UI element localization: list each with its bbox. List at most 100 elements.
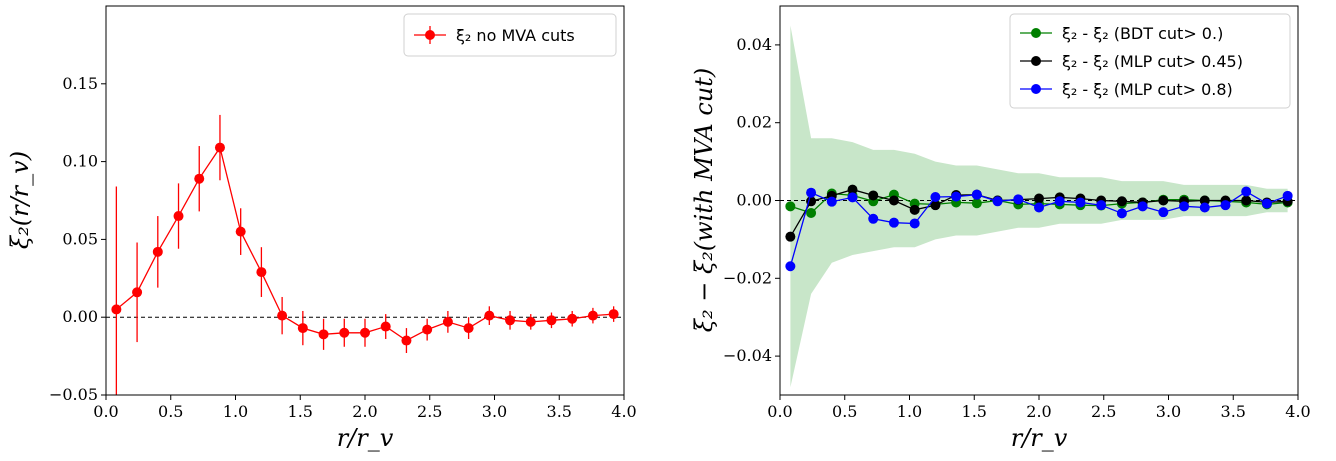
data-point [505,315,516,326]
y-tick-label: 0.10 [62,152,98,171]
legend-marker [425,30,435,40]
data-point [1096,200,1107,211]
data-point [256,267,267,278]
x-tick-label: 1.0 [223,402,248,421]
x-tick-label: 3.5 [1221,402,1246,421]
data-point [525,316,536,327]
data-point [1034,193,1044,204]
data-point [1241,195,1252,206]
data-point [1241,186,1252,197]
y-tick-label: 0.15 [62,74,98,93]
data-point [1199,202,1210,213]
data-point [930,191,941,202]
data-point [380,321,391,332]
data-point [1282,190,1293,201]
data-point [401,335,412,346]
y-tick-label: 0.04 [736,35,772,54]
y-tick-label: 0.00 [736,191,772,210]
x-axis-label: r/r_v [1011,424,1068,452]
series-3 [785,186,1293,272]
x-tick-label: 1.5 [288,402,313,421]
data-point [235,226,246,237]
data-point [442,316,453,327]
data-point [1220,200,1231,211]
data-point [567,313,578,324]
data-point [971,198,982,209]
data-point [1075,197,1086,208]
data-point [194,173,205,184]
x-tick-label: 2.5 [1091,402,1116,421]
legend: ξ₂ no MVA cuts [403,13,617,57]
data-point [422,324,433,335]
x-tick-label: 2.0 [1026,402,1051,421]
y-axis-label: ξ₂(r/r_v) [6,151,34,249]
data-point [339,327,350,338]
x-tick-label: 4.0 [611,402,636,421]
data-point [608,309,619,320]
data-point [951,191,962,202]
data-point [806,187,817,198]
legend: ξ₂ - ξ₂ (BDT cut> 0.) ξ₂ - ξ₂ (MLP cut> 0… [1009,13,1291,109]
data-point [826,196,837,207]
x-axis-label: r/r_v [337,424,394,452]
data-point [297,323,308,334]
data-point [1261,198,1272,209]
data-point [888,217,899,228]
x-tick-label: 3.5 [547,402,572,421]
data-point [868,213,879,224]
data-point [214,142,225,153]
legend-box [403,13,617,57]
legend-label: ξ₂ - ξ₂ (BDT cut> 0.) [1062,24,1223,43]
series-1 [111,114,619,395]
x-tick-label: 0.0 [767,402,792,421]
data-point [930,200,941,211]
x-tick-label: 3.0 [1156,402,1181,421]
data-point [484,310,495,321]
x-tick-label: 4.0 [1285,402,1310,421]
data-point [847,192,858,203]
data-point [868,190,879,201]
data-point [277,310,288,321]
data-point [847,184,858,195]
data-point [546,315,557,326]
data-point [785,231,796,242]
legend-box [1009,13,1291,109]
data-point [1116,208,1127,219]
legend-marker [1031,84,1041,94]
data-point [1179,201,1190,212]
data-point [173,211,184,222]
data-point [1054,196,1065,207]
x-tick-label: 2.5 [417,402,442,421]
data-point [463,323,474,334]
data-point [587,310,598,321]
data-point [909,204,920,215]
chart-panel-1: 0.0 0.5 1.0 1.5 2.0 2.5 3.0 3.5 4.0 −0.05 0.00 0.05… [6,5,637,452]
legend-marker [1031,56,1041,66]
x-tick-label: 1.0 [897,402,922,421]
data-point [1034,202,1044,213]
data-point [806,207,817,218]
data-point [992,196,1003,207]
legend-label: ξ₂ - ξ₂ (MLP cut> 0.8) [1062,80,1233,99]
x-tick-label: 0.5 [158,402,183,421]
x-tick-label: 3.0 [482,402,507,421]
legend-label: ξ₂ - ξ₂ (MLP cut> 0.45) [1062,52,1243,71]
data-point [360,327,370,338]
legend-label: ξ₂ no MVA cuts [456,26,575,45]
y-tick-label: −0.04 [723,346,772,365]
y-tick-label: 0.02 [736,113,772,132]
x-tick-label: 0.5 [832,402,857,421]
data-point [1013,194,1024,205]
data-point [785,261,796,272]
data-point [318,329,329,340]
data-point [1137,201,1148,212]
data-point [785,201,796,212]
data-point [909,218,920,229]
data-point [132,287,143,298]
series-line [115,146,614,342]
x-tick-label: 2.0 [352,402,377,421]
data-point [1158,195,1169,206]
y-tick-label: 0.00 [62,307,98,326]
data-point [111,304,122,315]
